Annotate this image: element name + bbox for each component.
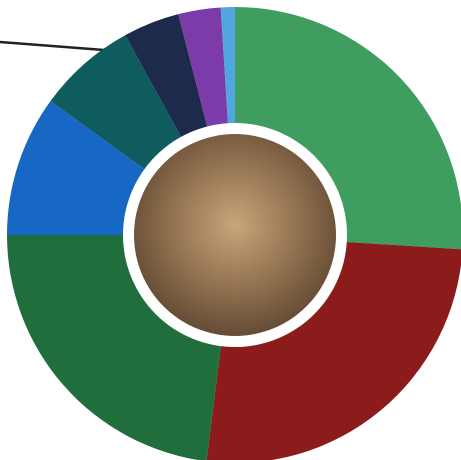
center-photo (134, 134, 336, 336)
donut-segment (178, 7, 229, 131)
donut-segment (7, 100, 148, 236)
leader-line (0, 40, 105, 52)
donut-segment (235, 7, 461, 250)
donut-segment (125, 14, 209, 141)
donut-segment (206, 241, 461, 460)
donut (7, 7, 461, 460)
donut-segment (7, 235, 222, 460)
donut-segment (220, 7, 235, 128)
donut-segment (50, 35, 183, 172)
